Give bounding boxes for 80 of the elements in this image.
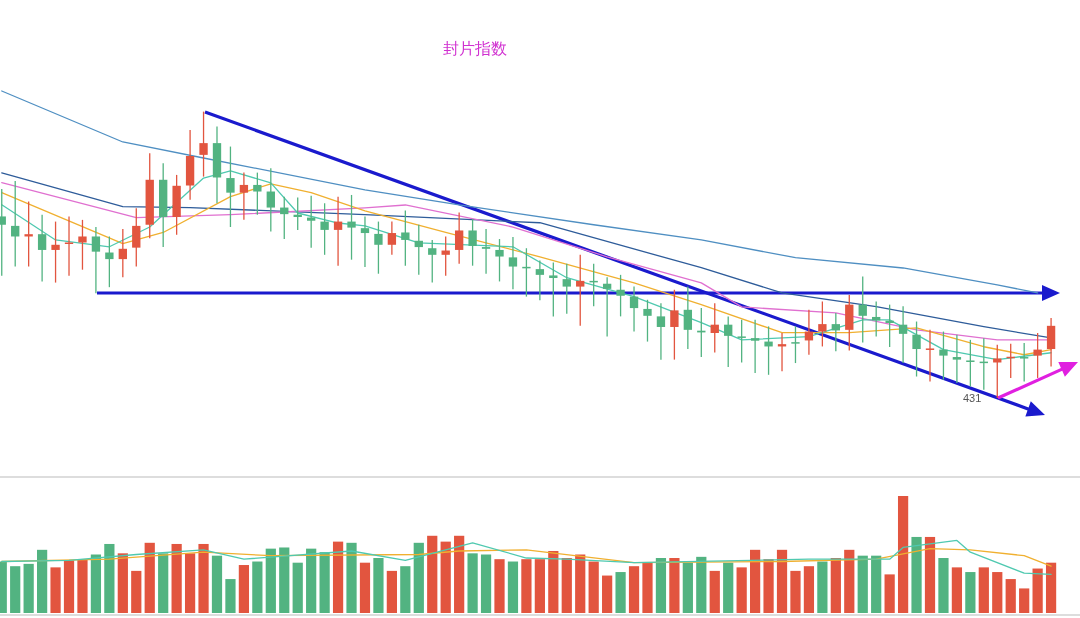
bar [669, 558, 680, 613]
bar [682, 562, 693, 613]
bar [615, 572, 626, 613]
bar [171, 543, 182, 613]
bar [938, 558, 949, 613]
bar [830, 558, 841, 613]
bar [871, 555, 882, 613]
bar [480, 554, 492, 613]
bar [292, 562, 303, 613]
bar [507, 561, 519, 613]
bar [131, 570, 142, 613]
bar [279, 547, 290, 613]
bar [655, 558, 667, 613]
bar [924, 536, 936, 613]
bar [790, 570, 801, 613]
bar [696, 556, 707, 613]
bar [965, 572, 976, 613]
bar [400, 566, 411, 613]
bar [306, 548, 317, 613]
bar [10, 566, 21, 613]
bar [265, 548, 276, 613]
bar [252, 561, 263, 613]
annotation: 431 [962, 392, 982, 404]
bar [37, 549, 48, 613]
bar [897, 496, 909, 613]
bar [359, 562, 371, 613]
bar [575, 554, 586, 613]
bar [440, 541, 451, 613]
bar [628, 566, 640, 613]
bar [319, 552, 330, 613]
bar [427, 535, 438, 613]
bar [1005, 579, 1016, 613]
chart-title: 封片指数 [443, 40, 507, 57]
bar [951, 567, 963, 613]
bar [158, 553, 169, 613]
bar [817, 561, 828, 613]
bar [332, 541, 344, 613]
bar [763, 559, 774, 613]
bar [750, 549, 761, 613]
bar [1045, 562, 1057, 613]
bar [561, 558, 572, 613]
bar [736, 567, 747, 613]
bar [857, 555, 868, 613]
bar [723, 562, 734, 613]
bar [1032, 568, 1043, 613]
bar [776, 549, 788, 613]
bar [373, 558, 384, 613]
bar [346, 542, 357, 613]
bar [386, 570, 397, 613]
bar [238, 565, 250, 613]
bar [642, 562, 653, 613]
bar [413, 542, 424, 613]
bar [534, 559, 545, 613]
bar [844, 549, 855, 613]
bar [803, 566, 815, 613]
bar [117, 553, 128, 613]
bar [521, 559, 532, 613]
bar [225, 579, 236, 613]
bar [211, 555, 223, 613]
bar [104, 543, 115, 613]
bar [884, 574, 895, 613]
bar [548, 550, 559, 613]
bar [1019, 588, 1030, 613]
bar [77, 559, 88, 613]
bar [144, 542, 155, 613]
bar [467, 553, 478, 613]
bar [90, 554, 102, 613]
bar [992, 572, 1003, 613]
bar [198, 543, 209, 613]
bar [588, 561, 599, 613]
bar [63, 560, 75, 613]
bar [184, 553, 196, 613]
bar [978, 567, 989, 613]
bar [23, 563, 34, 613]
bar [494, 559, 505, 613]
bar [454, 535, 465, 613]
bar [50, 567, 61, 613]
bar [911, 536, 922, 613]
bar [602, 575, 613, 613]
bar [709, 570, 720, 613]
